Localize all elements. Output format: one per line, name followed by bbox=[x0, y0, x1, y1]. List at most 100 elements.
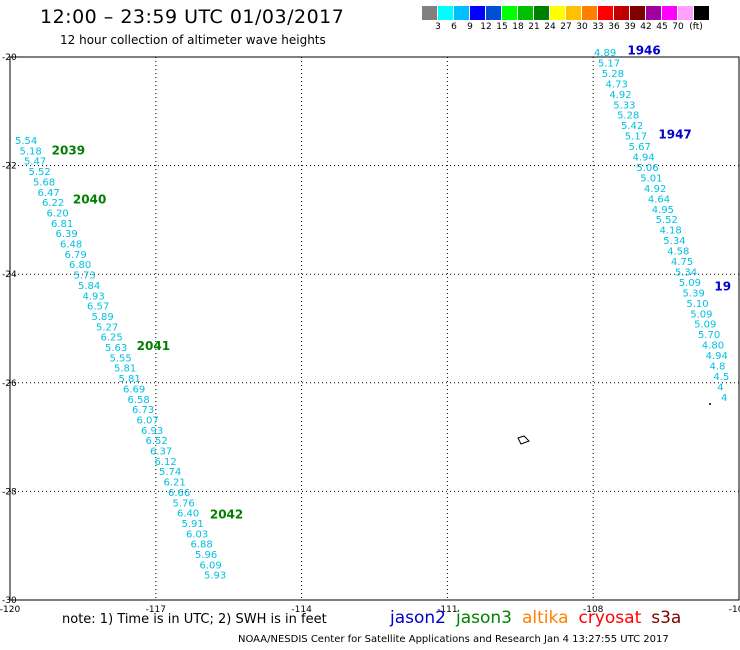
track-jason3: 5.545.185.475.525.686.476.226.206.816.39… bbox=[15, 136, 243, 582]
swh-value: 5.74 bbox=[159, 467, 181, 478]
legend-swatch bbox=[454, 6, 470, 20]
island-dot bbox=[709, 403, 711, 405]
swh-value: 5.47 bbox=[24, 157, 46, 168]
swh-value: 5.89 bbox=[92, 312, 114, 323]
legend-label: 21 bbox=[528, 22, 540, 32]
satellite-key-altika: altika bbox=[522, 608, 569, 628]
swh-value: 5.06 bbox=[636, 163, 658, 174]
swh-value: 4.92 bbox=[644, 184, 666, 195]
swh-value: 5.84 bbox=[78, 281, 100, 292]
legend-swatch bbox=[566, 6, 582, 20]
legend-label: 9 bbox=[467, 22, 473, 32]
swh-value: 5.81 bbox=[119, 374, 141, 385]
swh-value: 4.95 bbox=[652, 205, 674, 216]
x-tick-label: -117 bbox=[146, 605, 166, 615]
legend-swatch bbox=[582, 6, 598, 20]
legend-swatch bbox=[630, 6, 646, 20]
track-jason2: 4.895.175.284.734.925.335.285.425.175.67… bbox=[594, 43, 731, 404]
swh-value: 5.10 bbox=[686, 299, 708, 310]
swh-value: 4.80 bbox=[702, 341, 724, 352]
legend-label: 24 bbox=[544, 22, 556, 32]
y-tick-label: -28 bbox=[2, 487, 17, 497]
island-marks bbox=[517, 403, 711, 445]
swh-value: 4.89 bbox=[594, 48, 616, 59]
legend-label: 27 bbox=[560, 22, 572, 32]
swh-value: 6.12 bbox=[155, 457, 177, 468]
swh-value: 4.94 bbox=[706, 351, 728, 362]
swh-value: 5.67 bbox=[629, 142, 651, 153]
swh-value: 6.80 bbox=[69, 260, 91, 271]
swh-value: 6.39 bbox=[56, 229, 78, 240]
y-tick-label: -20 bbox=[2, 53, 17, 63]
swh-value: 6.07 bbox=[137, 415, 159, 426]
y-tick-label: -26 bbox=[2, 379, 17, 389]
swh-value: 5.17 bbox=[625, 132, 647, 143]
map-title: 12:00 – 23:59 UTC 01/03/2017 bbox=[40, 6, 345, 28]
legend-labels: 3 6 9 12 15 18 21 24 27 30 33 36 39 42 45 70 (ft) bbox=[422, 22, 740, 36]
swh-value: 6.48 bbox=[60, 240, 82, 251]
swh-value: 4.5 bbox=[713, 372, 729, 383]
swh-value: 5.81 bbox=[114, 364, 136, 375]
track-time-label: 2039 bbox=[52, 144, 85, 158]
swh-value: 4.92 bbox=[609, 90, 631, 101]
y-tick-label: -22 bbox=[2, 162, 17, 172]
track-time-label: 19 bbox=[714, 279, 731, 293]
swh-value: 5.28 bbox=[617, 111, 639, 122]
legend-swatch bbox=[518, 6, 534, 20]
swh-value: 6.09 bbox=[200, 560, 222, 571]
legend-swatch bbox=[614, 6, 630, 20]
y-tick-label: -24 bbox=[2, 270, 17, 280]
swh-value: 6.20 bbox=[47, 208, 69, 219]
track-time-label: 2042 bbox=[210, 508, 243, 522]
credit-line: NOAA/NESDIS Center for Satellite Applica… bbox=[238, 634, 669, 645]
swh-value: 5.34 bbox=[663, 236, 685, 247]
legend-unit: (ft) bbox=[689, 22, 703, 32]
swh-value: 6.22 bbox=[42, 198, 64, 209]
swh-value: 5.09 bbox=[690, 309, 712, 320]
legend-swatch bbox=[470, 6, 486, 20]
legend-label: 36 bbox=[608, 22, 620, 32]
x-tick-label: -120 bbox=[0, 605, 20, 615]
swh-value: 6.25 bbox=[101, 333, 123, 344]
swh-value: 4.8 bbox=[710, 362, 726, 373]
x-tick-label: -105 bbox=[729, 605, 740, 615]
legend-swatch bbox=[550, 6, 566, 20]
swh-value: 4 bbox=[721, 393, 727, 404]
swh-value: 6.37 bbox=[150, 447, 172, 458]
swh-value: 5.52 bbox=[656, 215, 678, 226]
axis-ticks: -120 -117 -114 -111 -108 -105 -20 -22 -24 -26 -28 -… bbox=[0, 53, 740, 615]
track-time-label: 2040 bbox=[73, 193, 106, 207]
swh-value: 6.58 bbox=[128, 395, 150, 406]
satellite-key-jason3: jason3 bbox=[456, 608, 512, 628]
map-subtitle: 12 hour collection of altimeter wave hei… bbox=[60, 33, 326, 47]
legend-swatch bbox=[678, 6, 694, 20]
swh-value: 6.57 bbox=[87, 302, 109, 313]
swh-value: 5.01 bbox=[640, 173, 662, 184]
swh-value: 6.40 bbox=[177, 509, 199, 520]
color-legend: 3 6 9 12 15 18 21 24 27 30 33 36 39 42 45 70 (ft) bbox=[422, 6, 710, 32]
swh-value: 4.58 bbox=[667, 247, 689, 258]
legend-swatch bbox=[646, 6, 662, 20]
swh-value: 4.64 bbox=[648, 194, 670, 205]
legend-swatch bbox=[422, 6, 438, 20]
swh-value: 5.52 bbox=[29, 167, 51, 178]
swh-value: 5.76 bbox=[173, 498, 195, 509]
swh-value: 5.73 bbox=[74, 271, 96, 282]
swh-value: 5.09 bbox=[694, 320, 716, 331]
swh-value: 4.94 bbox=[633, 153, 655, 164]
swh-value: 4.93 bbox=[83, 291, 105, 302]
satellite-key-s3a: s3a bbox=[651, 608, 682, 628]
legend-swatch bbox=[534, 6, 550, 20]
legend-label: 45 bbox=[656, 22, 668, 32]
swh-value: 5.33 bbox=[613, 100, 635, 111]
swh-value: 5.42 bbox=[621, 121, 643, 132]
swh-value: 6.47 bbox=[38, 188, 60, 199]
swh-value: 4.18 bbox=[659, 226, 681, 237]
legend-swatch bbox=[486, 6, 502, 20]
swh-value: 5.63 bbox=[105, 343, 127, 354]
swh-value: 4.73 bbox=[606, 79, 628, 90]
legend-label: 6 bbox=[451, 22, 457, 32]
swh-value: 5.18 bbox=[20, 146, 42, 157]
legend-label: 12 bbox=[480, 22, 492, 32]
satellite-tracks: 5.545.185.475.525.686.476.226.206.816.39… bbox=[15, 43, 731, 581]
